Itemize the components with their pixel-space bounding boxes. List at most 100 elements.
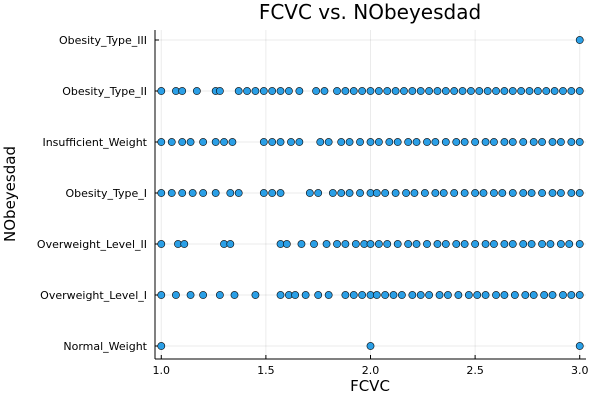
data-point <box>188 189 197 197</box>
data-point <box>412 138 421 146</box>
data-point <box>358 87 367 95</box>
data-point <box>215 291 224 299</box>
data-point <box>251 87 260 95</box>
data-point <box>199 189 208 197</box>
data-point <box>341 240 350 248</box>
data-point <box>324 138 333 146</box>
data-point <box>349 291 358 299</box>
data-point <box>575 342 584 350</box>
x-tick-label: 2.5 <box>466 364 484 377</box>
data-point <box>529 138 538 146</box>
data-point <box>498 189 507 197</box>
chart-title: FCVC vs. NObeyesdad <box>259 0 481 24</box>
data-point <box>433 240 442 248</box>
data-point <box>575 240 584 248</box>
data-point <box>454 291 463 299</box>
data-point <box>259 87 268 95</box>
x-tick-label: 1.5 <box>257 364 275 377</box>
data-point <box>393 240 402 248</box>
data-point <box>559 87 567 95</box>
data-point <box>314 291 323 299</box>
data-point <box>276 291 285 299</box>
data-point <box>460 138 469 146</box>
data-point <box>356 138 364 146</box>
data-point <box>320 87 329 95</box>
data-point <box>550 87 559 95</box>
data-point <box>366 240 375 248</box>
y-tick-label: Overweight_Level_I <box>40 289 147 302</box>
data-point <box>211 189 220 197</box>
data-point <box>351 240 360 248</box>
data-point <box>226 240 235 248</box>
data-point <box>441 87 450 95</box>
data-point <box>157 291 166 299</box>
data-point <box>450 189 459 197</box>
data-point <box>391 87 400 95</box>
y-tick-label: Insufficient_Weight <box>42 136 147 149</box>
data-point <box>393 138 402 146</box>
data-point <box>527 189 536 197</box>
data-point <box>402 189 410 197</box>
data-point <box>178 138 187 146</box>
data-point <box>533 87 542 95</box>
data-point <box>372 189 381 197</box>
data-point <box>337 138 346 146</box>
data-point <box>527 240 536 248</box>
data-point <box>460 189 469 197</box>
data-point <box>575 87 584 95</box>
data-point <box>243 87 251 95</box>
data-point <box>383 240 392 248</box>
data-point <box>285 87 293 95</box>
data-point <box>490 240 498 248</box>
data-point <box>473 291 482 299</box>
data-point <box>199 291 208 299</box>
data-point <box>492 87 500 95</box>
data-point <box>291 291 300 299</box>
data-point <box>435 291 444 299</box>
data-point <box>444 291 452 299</box>
data-point <box>404 138 413 146</box>
data-point <box>508 87 517 95</box>
data-point <box>479 189 488 197</box>
data-point <box>356 189 364 197</box>
data-point <box>186 138 195 146</box>
data-point <box>471 240 480 248</box>
data-point <box>425 291 433 299</box>
data-point <box>230 291 239 299</box>
data-point <box>567 138 576 146</box>
data-point <box>324 291 333 299</box>
data-point <box>341 87 350 95</box>
data-point <box>508 138 517 146</box>
data-point <box>412 240 421 248</box>
data-point <box>556 240 565 248</box>
data-point <box>276 138 285 146</box>
data-point <box>287 138 295 146</box>
data-point <box>467 87 475 95</box>
data-point <box>471 138 480 146</box>
data-point <box>548 291 557 299</box>
x-tick-label: 1.0 <box>153 364 171 377</box>
data-point <box>508 189 517 197</box>
y-tick-label: Normal_Weight <box>63 340 147 353</box>
data-point <box>276 87 285 95</box>
data-point <box>416 87 425 95</box>
data-point <box>500 138 509 146</box>
data-point <box>540 291 549 299</box>
data-point <box>385 138 394 146</box>
x-tick-label: 3.0 <box>571 364 589 377</box>
data-point <box>228 138 237 146</box>
data-point <box>312 87 321 95</box>
data-point <box>199 138 208 146</box>
data-point <box>431 138 440 146</box>
data-point <box>295 87 304 95</box>
y-tick-label: Obesity_Type_III <box>59 34 147 47</box>
data-point <box>423 240 431 248</box>
data-point <box>234 189 243 197</box>
data-point <box>500 87 509 95</box>
data-point <box>234 87 243 95</box>
data-point <box>167 189 176 197</box>
data-point <box>333 240 341 248</box>
data-point <box>157 342 166 350</box>
data-point <box>452 138 461 146</box>
data-point <box>172 291 180 299</box>
